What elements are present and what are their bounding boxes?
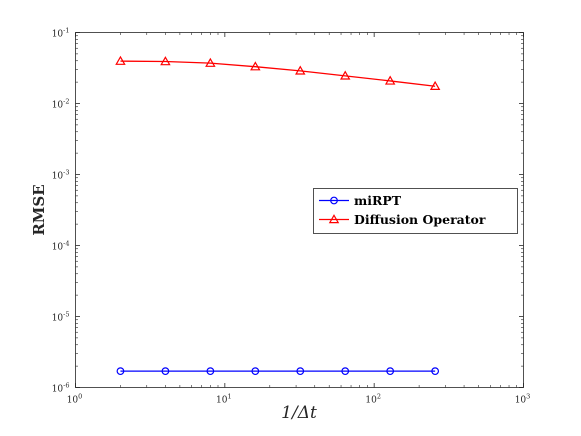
data-point-triangle	[205, 57, 216, 67]
data-point-circle	[431, 367, 440, 376]
minor-ticks	[75, 32, 524, 388]
y-tick-label: 10-4	[52, 240, 70, 253]
y-axis-label: RMSE	[30, 184, 48, 235]
data-point-circle	[116, 367, 125, 376]
legend-label: Diffusion Operator	[354, 212, 486, 227]
data-point-triangle	[160, 56, 171, 66]
x-tick-label: 101	[216, 393, 232, 406]
series-layer	[115, 55, 441, 376]
y-tick-label: 10-5	[52, 311, 70, 324]
legend-label: miRPT	[354, 193, 402, 208]
data-point-triangle	[429, 80, 441, 90]
series-line-triangle	[120, 60, 436, 87]
y-tick-label: 10-1	[52, 27, 70, 40]
y-tick-label: 10-2	[52, 98, 70, 111]
legend-marker-triangle	[328, 214, 340, 224]
data-point-circle	[386, 367, 395, 376]
data-point-triangle	[295, 65, 306, 75]
data-point-circle	[296, 367, 305, 376]
y-tick-label: 10-6	[52, 382, 70, 395]
x-tick-label: 103	[515, 393, 531, 406]
x-tick-labels: 100 101 102 103	[67, 393, 531, 406]
data-point-circle	[206, 367, 215, 376]
x-tick-label: 100	[67, 393, 83, 406]
legend-marker-circle	[330, 196, 338, 205]
data-point-circle	[161, 367, 170, 376]
y-tick-labels: 10-6 10-5 10-4 10-3 10-2 10-1	[52, 27, 70, 395]
legend: miRPT Diffusion Operator	[313, 188, 518, 234]
series-circle-group	[116, 367, 440, 376]
legend-box	[313, 188, 518, 234]
x-tick-label: 102	[365, 393, 381, 406]
data-point-triangle	[115, 55, 126, 65]
data-point-circle	[341, 367, 350, 376]
data-point-triangle	[339, 70, 351, 80]
series-triangle-group	[115, 55, 441, 90]
data-point-triangle	[250, 61, 261, 71]
data-point-triangle	[384, 75, 396, 85]
y-tick-label: 10-3	[52, 169, 70, 182]
axes-box	[75, 32, 524, 388]
data-point-circle	[251, 367, 260, 376]
x-axis-label: 1/Δt	[281, 403, 317, 423]
